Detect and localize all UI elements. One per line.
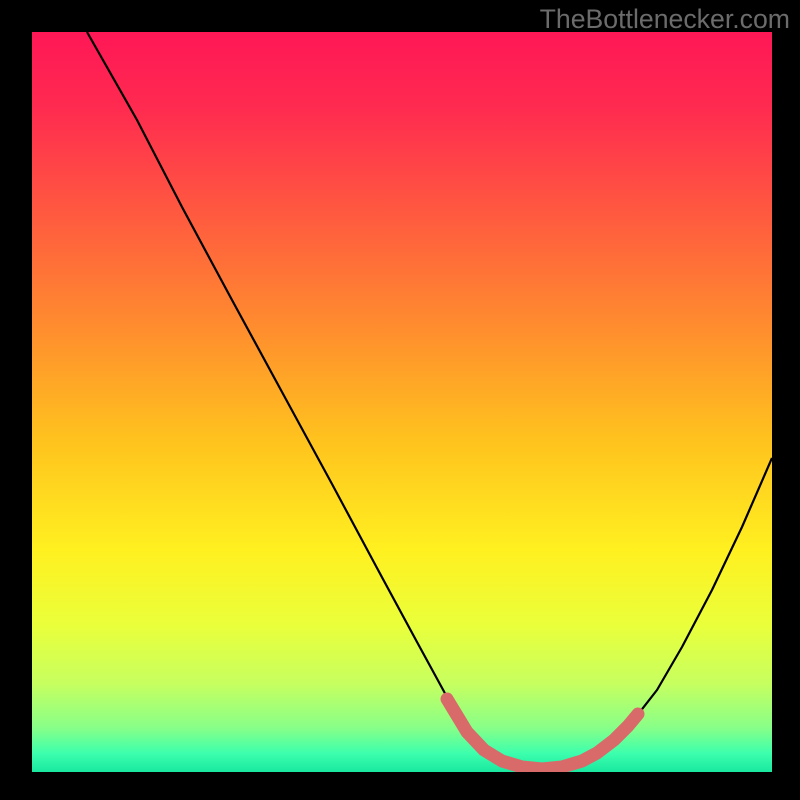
- plot-background: [32, 32, 772, 772]
- plot-svg: [32, 32, 772, 772]
- watermark-text: TheBottlenecker.com: [540, 4, 790, 35]
- plot-area: [32, 32, 772, 772]
